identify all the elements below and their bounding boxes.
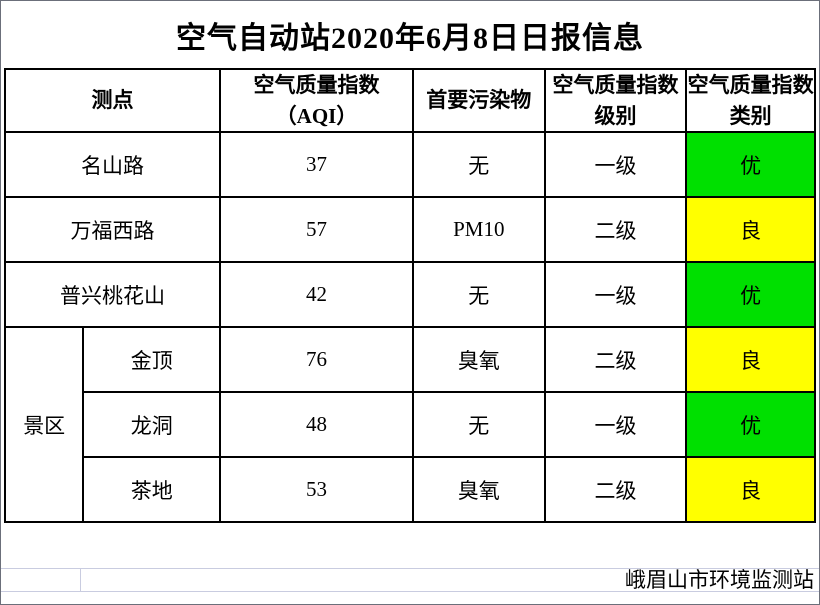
level-cell: 一级 <box>543 131 688 198</box>
header-aqi: 空气质量指数 （AQI） <box>219 68 414 133</box>
table-row: 龙洞 48 无 一级 优 <box>5 391 816 458</box>
station-cell: 茶地 <box>82 456 222 523</box>
table-row: 名山路 37 无 一级 优 <box>3 131 816 198</box>
level-cell: 二级 <box>543 456 688 523</box>
category-cell: 优 <box>685 131 816 198</box>
station-cell: 万福西路 <box>3 196 222 263</box>
air-quality-table: 测点 空气质量指数 （AQI） 首要污染物 空气质量指数 级别 空气质量指数 类… <box>3 68 816 523</box>
table-row: 景区 金顶 76 臭氧 二级 良 <box>3 326 816 523</box>
monitoring-station-signature: 峨眉山市环境监测站 <box>625 568 814 592</box>
header-level: 空气质量指数 级别 <box>543 68 688 133</box>
header-pollutant: 首要污染物 <box>411 68 546 133</box>
aqi-cell: 57 <box>219 196 414 263</box>
category-cell: 良 <box>685 326 816 393</box>
page-title: 空气自动站2020年6月8日日报信息 <box>176 21 644 55</box>
aqi-cell: 48 <box>219 391 414 458</box>
station-cell: 龙洞 <box>82 391 222 458</box>
pollutant-cell: PM10 <box>411 196 546 263</box>
header-category: 空气质量指数 类别 <box>685 68 816 133</box>
category-cell: 优 <box>685 391 816 458</box>
pollutant-cell: 臭氧 <box>411 456 546 523</box>
header-aqi-line1: 空气质量指数 <box>253 73 380 98</box>
level-cell: 二级 <box>543 326 688 393</box>
category-cell: 优 <box>685 261 816 328</box>
station-cell: 名山路 <box>3 131 222 198</box>
footer-row: 峨眉山市环境监测站 <box>1 568 819 592</box>
station-cell: 普兴桃花山 <box>3 261 222 328</box>
category-cell: 良 <box>685 456 816 523</box>
aqi-cell: 37 <box>219 131 414 198</box>
level-cell: 二级 <box>543 196 688 263</box>
spacer <box>1 523 819 568</box>
header-aqi-line2: （AQI） <box>275 103 358 128</box>
pollutant-cell: 无 <box>411 131 546 198</box>
header-level-line2: 级别 <box>594 103 637 128</box>
category-cell: 良 <box>685 196 816 263</box>
level-cell: 一级 <box>543 261 688 328</box>
table-row: 万福西路 57 PM10 二级 良 <box>3 196 816 263</box>
aqi-cell: 76 <box>219 326 414 393</box>
station-cell: 金顶 <box>82 326 222 393</box>
group-cell: 景区 <box>3 326 85 523</box>
pollutant-cell: 臭氧 <box>411 326 546 393</box>
aqi-cell: 42 <box>219 261 414 328</box>
footer-empty-cell <box>1 569 81 591</box>
aqi-cell: 53 <box>219 456 414 523</box>
header-row: 测点 空气质量指数 （AQI） 首要污染物 空气质量指数 级别 空气质量指数 类… <box>3 68 816 133</box>
table-row: 茶地 53 臭氧 二级 良 <box>5 456 816 523</box>
pollutant-cell: 无 <box>411 261 546 328</box>
pollutant-cell: 无 <box>411 391 546 458</box>
level-cell: 一级 <box>543 391 688 458</box>
header-station: 测点 <box>3 68 222 133</box>
header-level-line1: 空气质量指数 <box>552 73 679 98</box>
header-category-line2: 类别 <box>729 103 772 128</box>
header-category-line1: 空气质量指数 <box>687 73 814 98</box>
table-row: 普兴桃花山 42 无 一级 优 <box>3 261 816 328</box>
